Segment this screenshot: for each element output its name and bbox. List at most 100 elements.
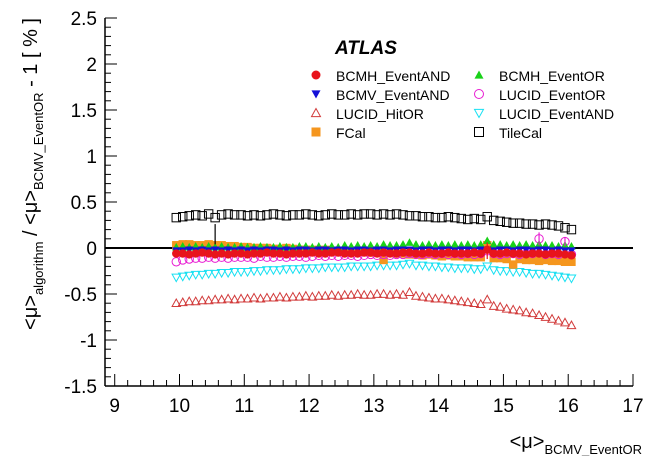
data-point-TileCal	[178, 212, 188, 222]
data-point-LUCID_EventAND	[462, 264, 473, 274]
data-point-LUCID_HitOR	[546, 313, 558, 323]
x-tick-label: 14	[428, 396, 450, 417]
y-tick-label: 2	[86, 55, 97, 76]
series-TileCal	[171, 209, 577, 235]
data-point-TileCal	[210, 212, 220, 223]
axis-ticks: 9 10 11 12 13 14 15 16 17 -1.5 -1 -0.5 0 0.5 1 1.5 2 2.5	[64, 9, 643, 417]
data-point-LUCID_EventAND	[333, 263, 344, 273]
legend-label-FCal: FCal	[336, 125, 366, 141]
data-point-BCMH_EventOR	[470, 241, 479, 249]
data-point-TileCal	[216, 210, 227, 220]
data-point-BCMH_EventAND	[457, 249, 466, 258]
data-point-BCMH_EventAND	[502, 248, 511, 257]
data-point-LUCID_EventAND	[177, 272, 188, 282]
legend-marker-LUCID_EventAND	[473, 108, 485, 119]
data-point-BCMH_EventAND	[321, 249, 330, 258]
data-point-BCMH_EventAND	[243, 250, 252, 259]
data-point-FCal	[560, 257, 570, 266]
legend-label-LUCID_HitOR: LUCID_HitOR	[336, 106, 424, 122]
data-point-BCMH_EventOR	[424, 240, 434, 248]
legend-marker-LUCID_EventOR	[474, 89, 484, 99]
data-point-LUCID_HitOR	[488, 300, 499, 310]
data-point-LUCID_EventAND	[255, 267, 266, 277]
data-point-BCMH_EventAND	[236, 249, 246, 258]
data-point-LUCID_HitOR	[469, 297, 480, 308]
data-point-BCMH_EventAND	[372, 249, 382, 258]
data-point-TileCal	[372, 210, 382, 220]
data-point-LUCID_EventAND	[190, 270, 201, 280]
data-point-LUCID_HitOR	[216, 294, 227, 304]
data-point-LUCID_HitOR	[333, 290, 344, 300]
data-point-BCMH_EventOR	[483, 236, 492, 244]
data-point-BCMH_EventAND	[282, 250, 291, 259]
data-point-BCMH_EventOR	[495, 240, 505, 248]
data-point-LUCID_HitOR	[553, 315, 564, 325]
data-point-LUCID_EventAND	[268, 266, 279, 276]
data-point-TileCal	[223, 209, 233, 219]
data-point-BCMH_EventOR	[431, 241, 440, 249]
data-point-LUCID_EventAND	[495, 267, 506, 277]
legend-label-LUCID_EventAND: LUCID_EventAND	[499, 106, 614, 122]
data-point-BCMH_EventAND	[340, 249, 349, 258]
data-series	[105, 209, 633, 330]
data-point-LUCID_HitOR	[397, 289, 409, 299]
data-point-BCMH_EventAND	[366, 248, 375, 257]
data-point-TileCal	[391, 209, 402, 219]
data-point-LUCID_HitOR	[430, 293, 441, 303]
data-point-FCal	[470, 253, 479, 262]
data-point-LUCID_HitOR	[404, 286, 415, 297]
data-point-LUCID_HitOR	[261, 292, 273, 302]
data-point-TileCal	[527, 219, 538, 229]
data-point-LUCID_EventAND	[449, 264, 460, 274]
data-point-LUCID_EventAND	[436, 263, 447, 273]
data-point-FCal	[541, 255, 550, 265]
data-point-TileCal	[229, 210, 240, 220]
y-axis-title: <μ>algorithm / <μ>BCMV_EventOR - 1 [ % ]	[20, 18, 46, 330]
y-axis-title-main3: - 1 [ % ]	[20, 18, 42, 92]
data-point-TileCal	[203, 209, 214, 219]
data-point-LUCID_HitOR	[495, 301, 506, 311]
data-point-LUCID_HitOR	[417, 291, 428, 301]
data-point-LUCID_EventAND	[559, 273, 571, 283]
data-point-LUCID_HitOR	[501, 303, 512, 313]
data-point-LUCID_HitOR	[346, 289, 357, 299]
data-point-FCal	[567, 257, 576, 266]
data-point-TileCal	[443, 212, 454, 222]
legend-marker-FCal	[311, 127, 321, 137]
data-point-BCMH_EventAND	[476, 249, 485, 258]
y-tick-label: -1	[80, 331, 97, 352]
data-point-FCal	[554, 256, 563, 266]
data-point-LUCID_EventAND	[443, 263, 454, 273]
data-point-LUCID_EventAND	[197, 270, 208, 280]
data-point-LUCID_EventAND	[281, 265, 292, 275]
data-point-TileCal	[378, 209, 389, 219]
data-point-TileCal	[514, 218, 525, 228]
legend-marker-LUCID_HitOR	[310, 107, 322, 118]
data-point-LUCID_EventAND	[346, 262, 357, 272]
data-point-LUCID_EventAND	[469, 265, 480, 275]
data-point-BCMH_EventAND	[418, 249, 427, 258]
data-point-TileCal	[508, 218, 518, 228]
data-point-TileCal	[352, 210, 363, 220]
y-axis-title-main1: <μ>	[20, 295, 42, 330]
data-point-LUCID_HitOR	[436, 293, 447, 303]
data-point-TileCal	[249, 210, 259, 220]
data-point-BCMH_EventOR	[476, 240, 485, 248]
data-point-LUCID_EventAND	[514, 268, 525, 278]
data-point-LUCID_HitOR	[313, 290, 324, 300]
legend-marker-BCMV_EventAND	[311, 90, 321, 99]
data-point-LUCID_HitOR	[385, 289, 396, 299]
data-point-BCMH_EventAND	[191, 249, 200, 258]
data-point-LUCID_EventAND	[242, 268, 253, 278]
data-point-LUCID_EventAND	[274, 266, 285, 276]
data-point-BCMH_EventAND	[547, 249, 557, 258]
data-point-FCal	[528, 255, 537, 265]
data-point-BCMH_EventAND	[405, 248, 414, 257]
data-point-LUCID_HitOR	[508, 304, 519, 314]
data-point-FCal	[534, 256, 544, 266]
data-point-LUCID_EventAND	[359, 262, 370, 272]
data-point-BCMH_EventAND	[172, 249, 181, 258]
data-point-LUCID_EventAND	[417, 261, 428, 271]
data-point-BCMH_EventAND	[223, 250, 233, 259]
data-point-TileCal	[333, 210, 343, 220]
